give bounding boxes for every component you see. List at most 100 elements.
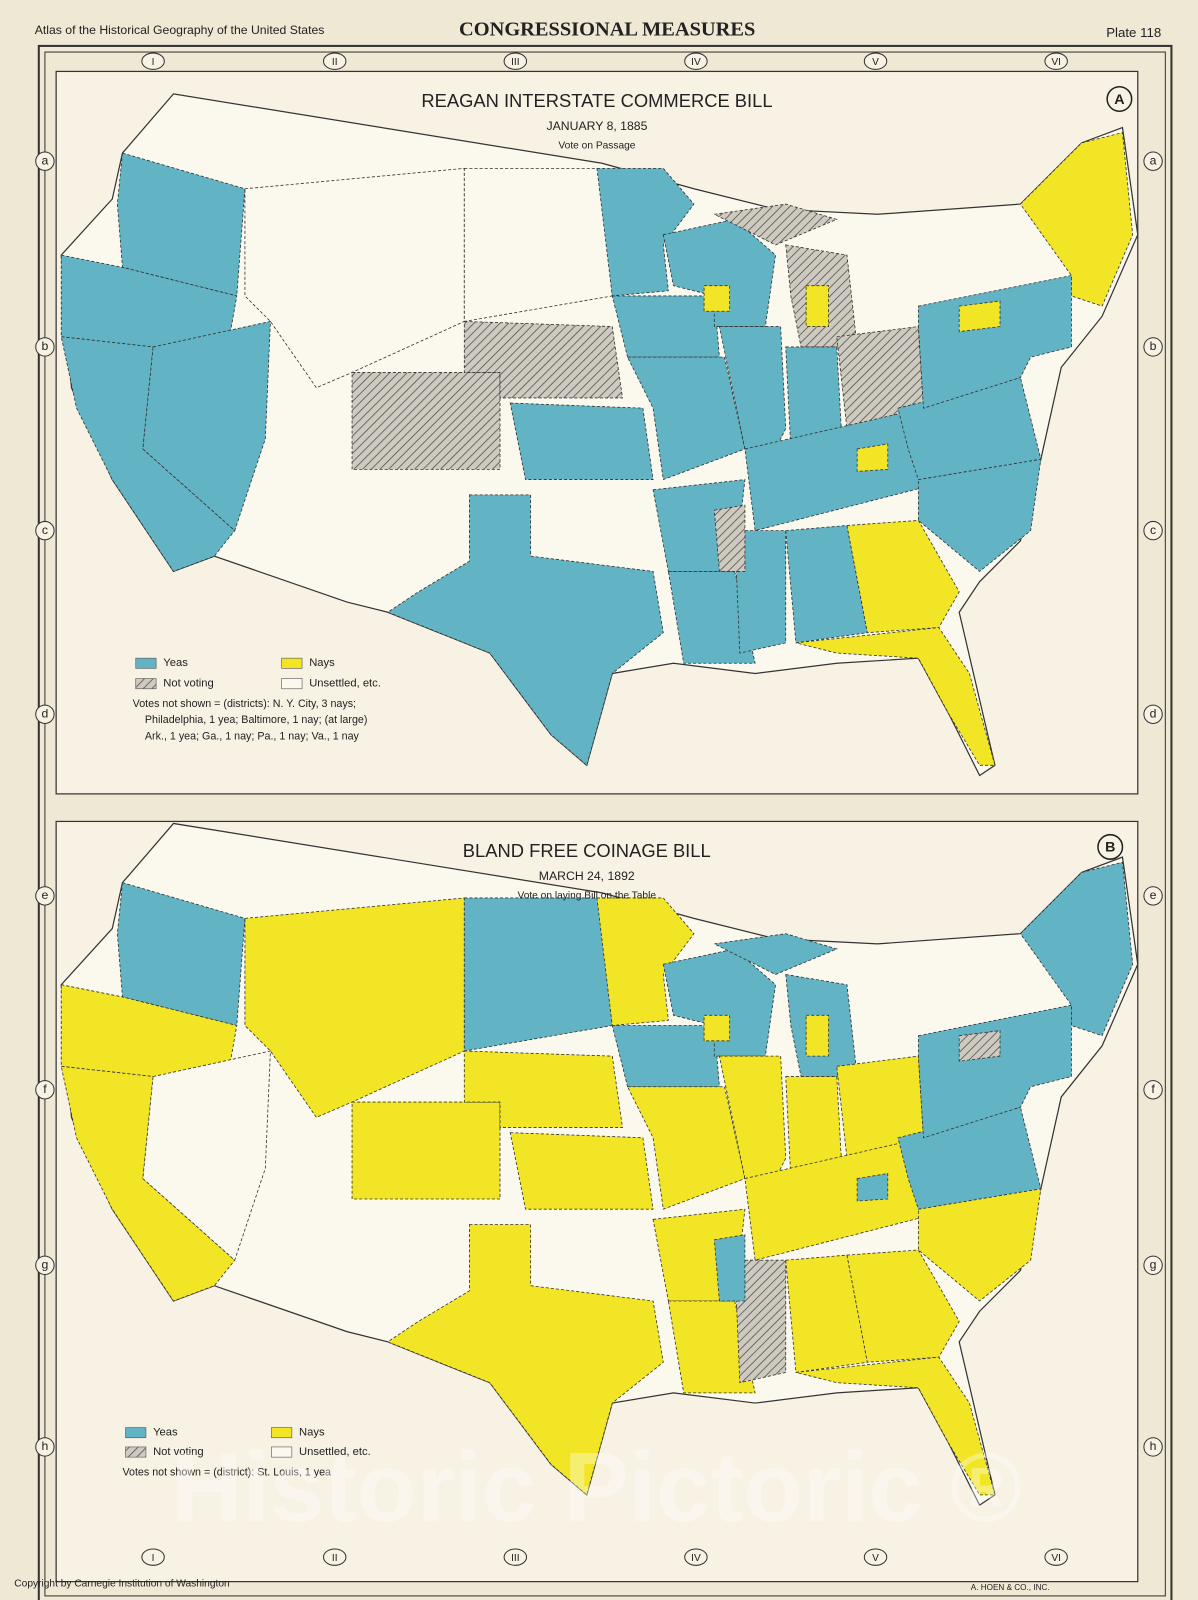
column-label: IV — [691, 57, 701, 68]
row-marker — [1143, 1437, 1163, 1457]
column-label: I — [152, 1553, 155, 1564]
column-marker — [863, 1548, 888, 1566]
district-region — [142, 1050, 271, 1261]
legend-label: Unsettled, etc. — [299, 1446, 371, 1458]
map-letter: A — [1114, 92, 1124, 108]
watermark: Historic Pictoric ® — [172, 1432, 1022, 1542]
map-subtitle: Vote on laying Bill on the Table — [517, 891, 656, 902]
district-region — [351, 1101, 501, 1200]
column-marker — [322, 1548, 347, 1566]
row-label: e — [42, 888, 49, 902]
outer-frame — [37, 44, 1173, 1600]
copyright: Copyright by Carnegie Institution of Was… — [14, 1578, 229, 1589]
column-marker — [503, 52, 528, 70]
column-marker — [322, 52, 347, 70]
district-region — [856, 1172, 889, 1202]
row-label: a — [42, 153, 49, 167]
district-region — [856, 443, 889, 472]
column-label: IV — [691, 1553, 701, 1564]
row-label: d — [42, 707, 49, 721]
district-region — [351, 372, 501, 470]
legend-note: Votes not shown = (districts): N. Y. Cit… — [133, 698, 356, 710]
row-label: c — [1150, 523, 1156, 537]
row-label: f — [1151, 1082, 1155, 1096]
row-marker — [1143, 151, 1163, 171]
inner-frame — [44, 51, 1166, 1597]
row-label: h — [1150, 1439, 1157, 1453]
row-label: b — [1150, 339, 1157, 353]
row-label: a — [1150, 153, 1157, 167]
column-marker — [684, 1548, 708, 1566]
column-label: V — [872, 57, 879, 68]
legend-note: Ark., 1 yea; Ga., 1 nay; Pa., 1 nay; Va.… — [145, 731, 360, 743]
legend-swatch — [135, 678, 157, 690]
district-region — [713, 504, 746, 572]
district-region — [386, 1224, 664, 1496]
district-region — [917, 275, 1072, 409]
district-region — [958, 300, 1001, 333]
legend-label: Nays — [309, 657, 335, 669]
district-region — [718, 1055, 787, 1211]
map-date: MARCH 24, 1892 — [539, 869, 635, 883]
maps — [60, 93, 1139, 1506]
column-marker — [141, 52, 165, 70]
column-label: III — [511, 57, 520, 68]
district-region — [703, 285, 731, 312]
district-region — [463, 897, 613, 1052]
district-region — [626, 1086, 746, 1210]
row-label: b — [42, 339, 49, 353]
district-region — [463, 1050, 623, 1128]
column-marker — [1044, 1548, 1068, 1566]
district-region — [386, 494, 664, 767]
row-marker — [35, 704, 55, 724]
map-letter: B — [1105, 840, 1115, 856]
legend-swatch — [125, 1446, 147, 1458]
district-region — [795, 627, 996, 766]
district-region — [626, 356, 746, 481]
district-region — [611, 295, 720, 358]
row-marker — [35, 1255, 55, 1275]
row-label: h — [42, 1439, 49, 1453]
district-region — [509, 1132, 654, 1210]
column-label: II — [332, 1553, 338, 1564]
district-region — [142, 320, 271, 532]
district-region — [667, 1300, 756, 1394]
row-marker — [35, 886, 55, 906]
row-marker — [1143, 337, 1163, 357]
district-region — [60, 1065, 236, 1302]
column-marker — [503, 1548, 528, 1566]
district-region — [116, 152, 246, 297]
row-marker — [1143, 1255, 1163, 1275]
district-region — [1019, 132, 1134, 307]
district-region — [60, 336, 236, 572]
district-region — [611, 1025, 720, 1088]
row-label: g — [42, 1258, 49, 1272]
district-region — [667, 571, 756, 664]
row-marker — [1143, 886, 1163, 906]
district-region — [734, 530, 787, 654]
row-label: e — [1150, 888, 1157, 902]
district-region — [712, 933, 838, 975]
row-marker — [35, 520, 55, 541]
atlas-name: Atlas of the Historical Geography of the… — [35, 23, 325, 37]
legend-swatch — [271, 1446, 293, 1458]
column-label: VI — [1051, 57, 1061, 68]
legend-swatch — [271, 1427, 293, 1439]
legend-label: Not voting — [163, 678, 214, 690]
district-region — [958, 1030, 1001, 1062]
row-marker — [1143, 704, 1163, 724]
district-region — [846, 519, 960, 634]
legend-label: Unsettled, etc. — [309, 678, 381, 690]
district-region — [734, 1259, 787, 1384]
map — [60, 93, 1139, 777]
column-label: II — [332, 57, 338, 68]
map-letter-circle — [1106, 85, 1133, 112]
row-label: f — [43, 1082, 47, 1096]
district-region — [509, 402, 654, 480]
district-region — [463, 167, 613, 322]
district-region — [463, 321, 623, 399]
column-label: VI — [1051, 1553, 1061, 1564]
row-label: d — [1150, 707, 1157, 721]
legend-swatch — [125, 1427, 147, 1439]
